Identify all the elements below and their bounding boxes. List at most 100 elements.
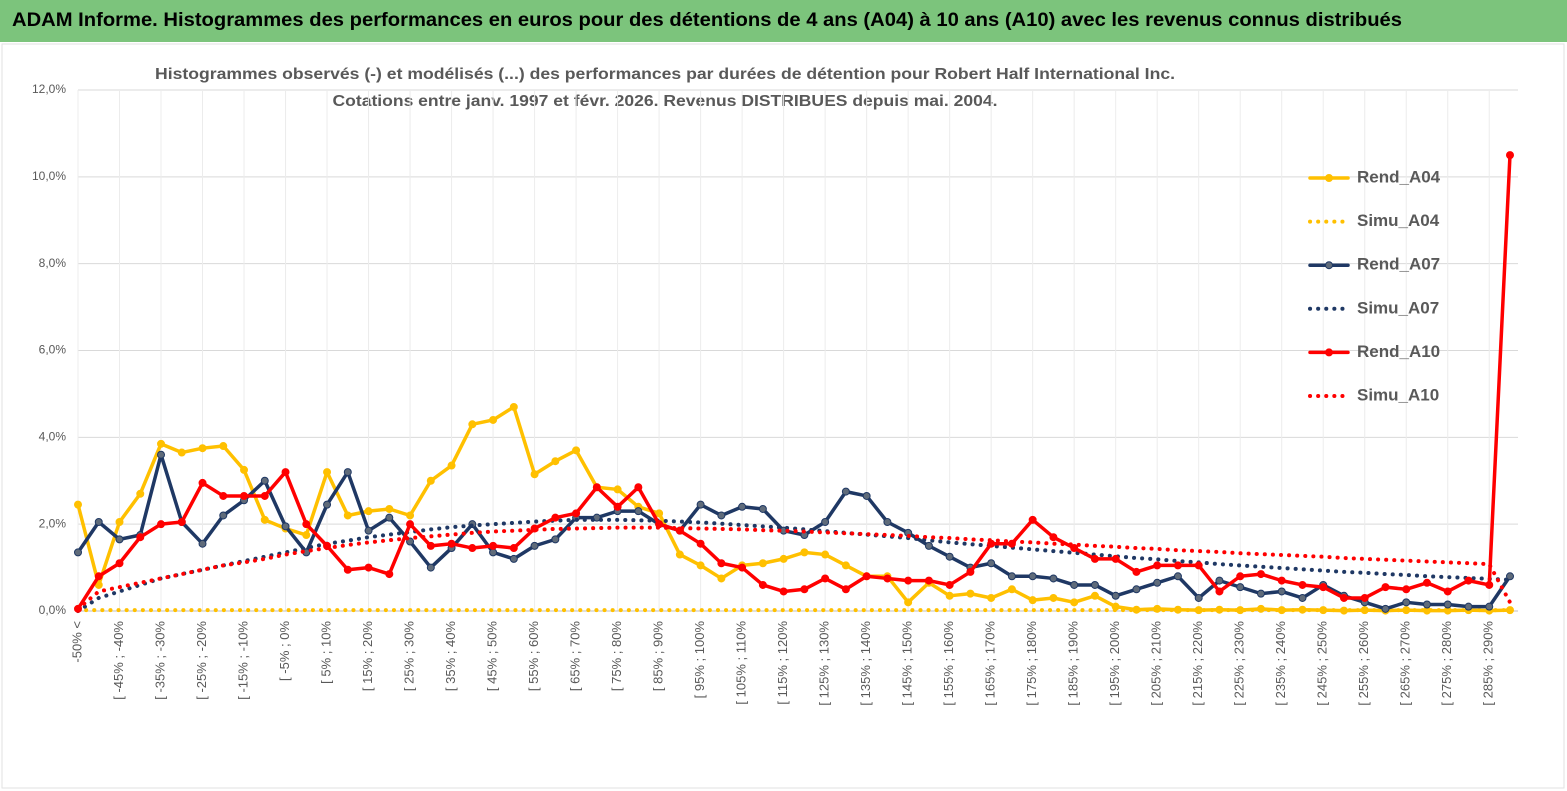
data-point xyxy=(447,539,456,548)
data-point xyxy=(240,465,249,474)
x-tick-label: [ -35% ; -30% xyxy=(152,621,167,700)
data-point xyxy=(94,572,103,581)
data-point xyxy=(177,448,186,457)
x-tick-label: [ 65% ; 70% xyxy=(568,621,583,692)
data-point xyxy=(1443,587,1452,596)
data-point xyxy=(1070,544,1079,553)
data-point xyxy=(198,539,207,548)
data-point xyxy=(1506,151,1514,160)
data-point xyxy=(260,476,269,485)
data-point xyxy=(758,504,767,513)
y-tick-label: 10,0% xyxy=(32,169,66,183)
y-tick-label: 4,0% xyxy=(39,430,67,444)
data-point xyxy=(1360,593,1369,602)
data-point xyxy=(717,511,726,520)
series-line xyxy=(76,452,1512,611)
x-tick-label: [ 155% ; 160% xyxy=(941,621,956,706)
x-tick-label: [ -5% ; 0% xyxy=(277,621,292,681)
data-point xyxy=(655,509,664,518)
data-point xyxy=(1506,606,1514,615)
data-point xyxy=(1028,572,1037,581)
data-point xyxy=(323,468,332,477)
data-point xyxy=(1049,574,1058,583)
data-point xyxy=(1028,596,1037,605)
data-point xyxy=(987,559,996,568)
data-point xyxy=(1485,602,1494,611)
x-tick-label: [ 165% ; 170% xyxy=(983,621,998,706)
data-point xyxy=(613,502,622,511)
x-tick-label: -50% < xyxy=(69,621,84,663)
data-point xyxy=(1464,602,1473,611)
data-point xyxy=(157,439,166,448)
data-point xyxy=(1132,585,1141,594)
y-tick-label: 8,0% xyxy=(39,256,67,270)
data-point xyxy=(1132,567,1141,576)
data-point xyxy=(302,520,311,529)
data-point xyxy=(738,502,747,511)
data-point xyxy=(758,559,767,568)
x-tick-label: [ 5% ; 10% xyxy=(318,621,333,684)
data-point xyxy=(634,483,643,492)
legend-label: Rend_A04 xyxy=(1357,167,1441,186)
legend-label: Simu_A10 xyxy=(1357,385,1439,404)
data-point xyxy=(945,591,954,600)
data-point xyxy=(1028,515,1037,524)
data-point xyxy=(219,442,228,451)
data-point xyxy=(1215,587,1224,596)
legend-label: Simu_A07 xyxy=(1357,298,1439,317)
data-point xyxy=(115,559,124,568)
data-point xyxy=(551,457,560,466)
x-tick-label: [ 95% ; 100% xyxy=(692,621,707,699)
x-tick-label: [ 85% ; 90% xyxy=(651,621,666,692)
data-point xyxy=(945,580,954,589)
data-point xyxy=(1402,585,1411,594)
data-point xyxy=(1215,576,1224,585)
data-point xyxy=(1194,561,1203,570)
data-point xyxy=(738,563,747,572)
data-point xyxy=(779,554,788,563)
data-point xyxy=(572,509,581,518)
x-tick-label: [ 145% ; 150% xyxy=(900,621,915,706)
data-point xyxy=(966,589,975,598)
data-point xyxy=(613,485,622,494)
data-point xyxy=(758,580,767,589)
y-tick-label: 6,0% xyxy=(39,343,67,357)
data-point xyxy=(1194,593,1203,602)
data-point xyxy=(385,570,394,579)
data-point xyxy=(1422,600,1431,609)
data-point xyxy=(260,491,269,500)
data-point xyxy=(74,500,82,509)
data-point xyxy=(862,572,871,581)
data-point xyxy=(489,541,498,550)
data-point xyxy=(572,446,581,455)
chart-frame xyxy=(1,43,1565,789)
x-tick-label: [ 55% ; 60% xyxy=(526,621,541,692)
data-point xyxy=(1485,580,1494,589)
data-point xyxy=(592,513,601,522)
data-point xyxy=(364,526,373,535)
data-point xyxy=(1422,578,1431,587)
data-point xyxy=(385,513,394,522)
series-line xyxy=(76,405,1512,613)
data-point xyxy=(883,517,892,526)
data-point xyxy=(904,598,913,607)
data-point xyxy=(841,487,850,496)
x-tick-label: [ 15% ; 20% xyxy=(360,621,375,692)
data-point xyxy=(800,548,809,557)
data-point xyxy=(1319,583,1328,592)
data-point xyxy=(800,585,809,594)
data-point xyxy=(364,563,373,572)
data-point xyxy=(551,535,560,544)
data-point xyxy=(1236,583,1245,592)
data-point xyxy=(1153,561,1162,570)
data-point xyxy=(1298,580,1307,589)
data-point xyxy=(696,500,705,509)
x-tick-label: [ -15% ; -10% xyxy=(235,621,250,700)
legend-marker xyxy=(1325,261,1333,270)
x-tick-label: [ -25% ; -20% xyxy=(194,621,209,700)
data-point xyxy=(281,468,290,477)
x-tick-label: [ 195% ; 200% xyxy=(1107,621,1122,706)
data-point xyxy=(1464,576,1473,585)
data-point xyxy=(530,470,539,479)
data-point xyxy=(945,552,954,561)
